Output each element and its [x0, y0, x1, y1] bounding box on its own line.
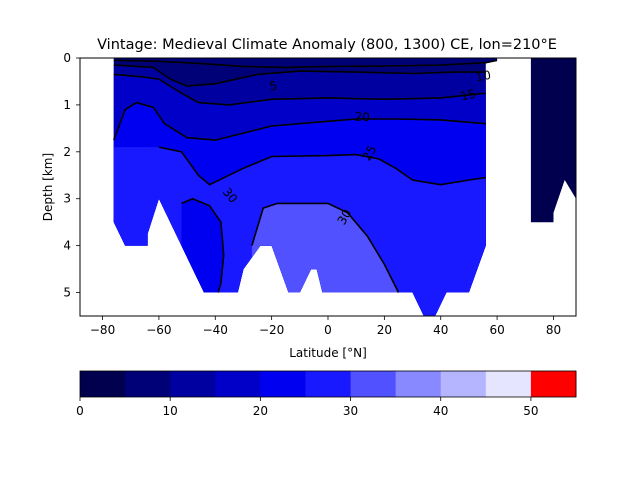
- colorbar-segment: [530, 371, 577, 397]
- colorbar-segment: [395, 371, 442, 397]
- x-tick-label: −80: [90, 323, 115, 337]
- x-tick-label: −60: [146, 323, 171, 337]
- chart-title: Vintage: Medieval Climate Anomaly (800, …: [97, 37, 557, 53]
- colorbar-segment: [350, 371, 397, 397]
- y-tick-label: 3: [63, 192, 71, 206]
- x-axis-label: Latitude [°N]: [289, 346, 367, 360]
- y-tick-label: 1: [63, 98, 71, 112]
- contour-line-30-5: [181, 197, 225, 293]
- temperature-field: [113, 58, 498, 316]
- contour-label-30-right: 30: [335, 207, 355, 227]
- contour-line-10-1: [113, 64, 486, 87]
- contour-line-5-0: [113, 59, 498, 69]
- x-tick-label: 0: [324, 323, 332, 337]
- x-tick-label: 60: [489, 323, 504, 337]
- contour-label-25: 25: [360, 143, 380, 163]
- x-tick-label: −20: [259, 323, 284, 337]
- colorbar-frame: [79, 370, 577, 398]
- y-tick-label: 5: [63, 286, 71, 300]
- colorbar-segment: [485, 371, 532, 397]
- colorbar-segment: [170, 371, 216, 397]
- contour-line-20-3: [113, 101, 486, 141]
- y-tick-label: 4: [63, 239, 71, 253]
- colorbar-tick-label: 0: [76, 404, 84, 418]
- colorbar-tick-label: 40: [433, 404, 448, 418]
- contour-label-5: 5: [268, 79, 278, 94]
- colorbar-segment: [215, 371, 261, 397]
- y-axis-label: Depth [km]: [41, 153, 55, 221]
- colorbar-tick-label: 10: [163, 404, 178, 418]
- contour-label-20: 20: [354, 110, 370, 125]
- colorbar-segment: [305, 371, 352, 397]
- colorbar-tick-label: 50: [523, 404, 538, 418]
- colorbar: [79, 370, 577, 398]
- x-tick-label: 40: [433, 323, 448, 337]
- y-axis: 0 1 2 3 4 5: [63, 51, 80, 300]
- contour-line-15-2: [113, 73, 486, 106]
- contour-lines: [113, 59, 498, 293]
- colorbar-segment: [260, 371, 306, 397]
- y-tick-label: 0: [63, 51, 71, 65]
- y-tick-label: 2: [63, 145, 71, 159]
- colorbar-segment: [125, 371, 171, 397]
- colorbar-tick-label: 20: [253, 404, 268, 418]
- contour-label-10: 10: [475, 68, 492, 84]
- temperature-region-east: [530, 58, 576, 223]
- colorbar-tick-label: 30: [343, 404, 358, 418]
- contour-line-30-6: [251, 202, 400, 293]
- x-tick-label: −40: [203, 323, 228, 337]
- plot-area: 5 10 15 20 25 30 30: [79, 57, 577, 317]
- colorbar-segment: [440, 371, 487, 397]
- contour-line-25-4: [158, 146, 486, 186]
- colorbar-axis: 0 10 20 30 40 50: [76, 397, 539, 418]
- colorbar-segment: [80, 371, 126, 397]
- contour-label-15: 15: [459, 87, 477, 104]
- x-tick-label: 80: [546, 323, 561, 337]
- x-axis: −80 −60 −40 −20 0 20 40 60 80: [90, 316, 561, 337]
- temperature-band-30-35: [251, 203, 399, 293]
- x-tick-label: 20: [377, 323, 392, 337]
